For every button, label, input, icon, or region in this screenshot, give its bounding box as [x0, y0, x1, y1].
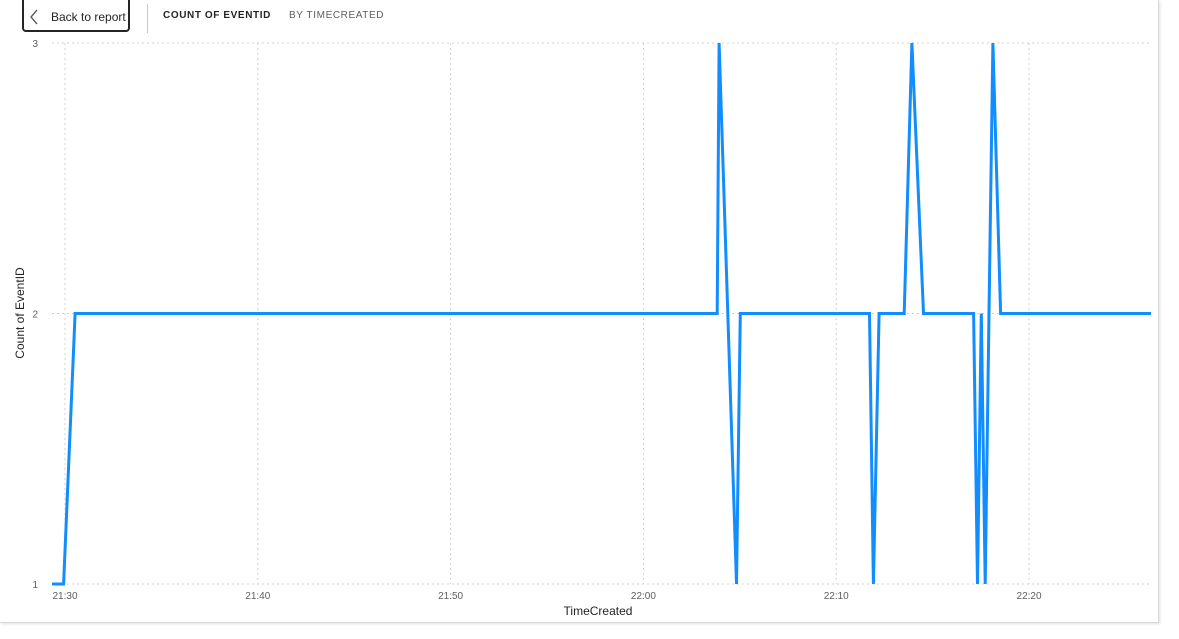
series-line: [52, 42, 1151, 586]
x-tick-label: 22:00: [631, 591, 656, 602]
line-chart: 1 2 3 21:30 21:40 21:50 22:00 22:10 22:20 TimeC…: [13, 39, 1151, 618]
x-axis-title: TimeCreated: [564, 604, 633, 618]
back-to-report-button[interactable]: Back to report: [22, 0, 130, 32]
x-axis-ticks: 21:30 21:40 21:50 22:00 22:10 22:20: [52, 591, 1041, 602]
x-tick-label: 21:50: [438, 591, 463, 602]
y-tick-label: 1: [32, 580, 38, 591]
back-to-report-label: Back to report: [51, 10, 126, 24]
y-axis-ticks: 1 2 3: [32, 39, 38, 591]
y-tick-label: 2: [32, 310, 38, 321]
chevron-left-icon: [30, 9, 38, 25]
axis-breadcrumb: BY TIMECREATED: [289, 10, 385, 21]
y-axis-title: Count of EventID: [13, 267, 27, 359]
measure-breadcrumb: COUNT OF EVENTID: [163, 10, 271, 21]
visual-focus-frame: Back to report COUNT OF EVENTID BY TIMEC…: [0, 0, 1159, 623]
x-tick-label: 22:20: [1017, 591, 1042, 602]
x-tick-label: 21:40: [245, 591, 270, 602]
header-divider: [147, 4, 148, 33]
y-tick-label: 3: [32, 39, 38, 50]
x-tick-label: 22:10: [824, 591, 849, 602]
x-tick-label: 21:30: [52, 591, 77, 602]
